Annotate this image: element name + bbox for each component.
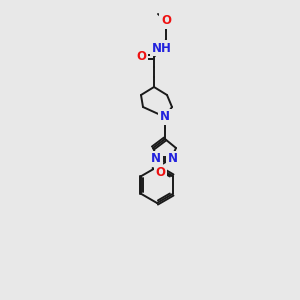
Text: N: N bbox=[160, 110, 170, 124]
Text: O: O bbox=[156, 167, 166, 179]
Text: N: N bbox=[168, 152, 178, 166]
Text: O: O bbox=[136, 50, 146, 64]
Text: O: O bbox=[161, 14, 171, 28]
Text: N: N bbox=[151, 152, 161, 166]
Text: NH: NH bbox=[152, 41, 172, 55]
